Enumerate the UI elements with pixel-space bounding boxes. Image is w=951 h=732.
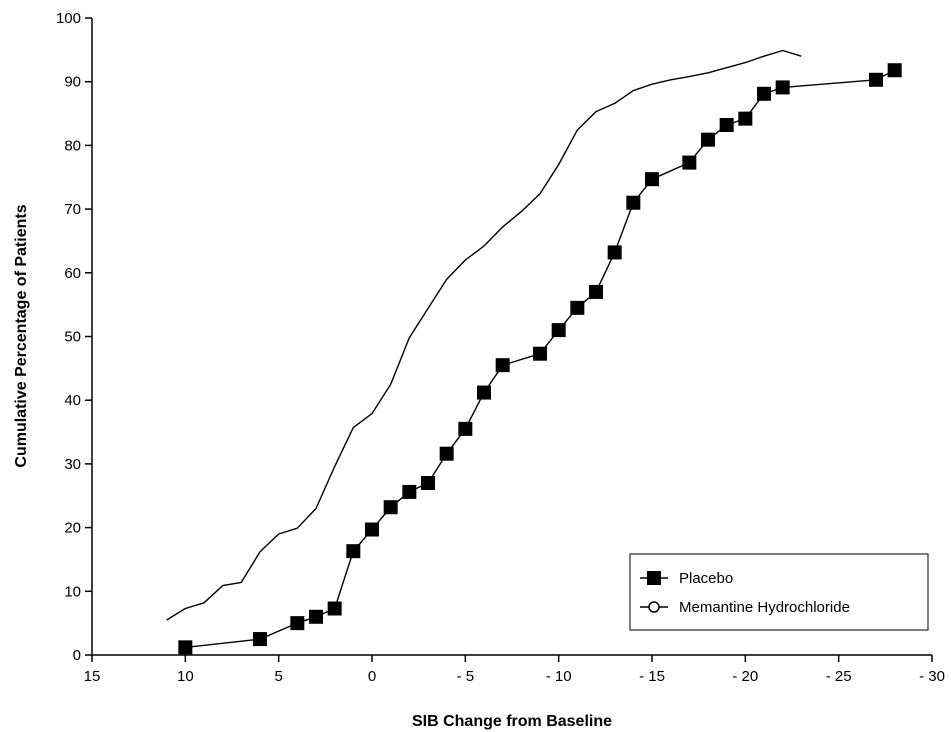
y-tick-label: 10 bbox=[64, 583, 81, 600]
x-tick-label: 15 bbox=[84, 668, 101, 685]
y-tick-label: 40 bbox=[64, 392, 81, 409]
x-axis-title: SIB Change from Baseline bbox=[412, 713, 612, 730]
y-axis-title: Cumulative Percentage of Patients bbox=[13, 204, 30, 467]
x-tick-label: - 5 bbox=[457, 668, 475, 685]
data-point-placebo bbox=[439, 446, 454, 461]
data-point-placebo bbox=[719, 118, 734, 133]
data-point-placebo bbox=[495, 358, 510, 373]
x-tick-label: - 30 bbox=[919, 668, 945, 685]
data-point-placebo bbox=[570, 300, 585, 315]
data-point-placebo bbox=[365, 522, 379, 537]
data-point-placebo bbox=[738, 111, 753, 126]
data-point-placebo bbox=[290, 616, 305, 631]
data-point-placebo bbox=[682, 155, 697, 170]
ticks: 15 10 5 0- 5- 10- 15- 20- 25- 3001020304050… bbox=[56, 10, 945, 685]
x-tick-label: - 25 bbox=[826, 668, 852, 685]
y-tick-label: 30 bbox=[64, 456, 81, 473]
data-point-placebo bbox=[775, 80, 790, 95]
data-point-placebo bbox=[701, 132, 715, 147]
x-tick-label: 5 bbox=[274, 668, 282, 685]
data-point-placebo bbox=[645, 172, 659, 187]
data-point-placebo bbox=[327, 601, 342, 616]
data-point-placebo bbox=[869, 72, 883, 87]
data-point-placebo bbox=[421, 476, 435, 491]
y-tick-label: 0 bbox=[73, 647, 81, 664]
y-tick-label: 90 bbox=[64, 74, 81, 91]
x-tick-label: - 10 bbox=[546, 668, 572, 685]
data-point-placebo bbox=[551, 323, 566, 338]
y-tick-label: 20 bbox=[64, 520, 81, 537]
data-point-placebo bbox=[178, 640, 193, 655]
data-point-placebo bbox=[383, 500, 398, 515]
y-tick-label: 60 bbox=[64, 265, 81, 282]
data-point-placebo bbox=[309, 609, 323, 624]
data-point-placebo bbox=[346, 544, 361, 559]
legend-label-placebo: Placebo bbox=[679, 570, 733, 587]
series-layer bbox=[166, 49, 902, 655]
data-point-placebo bbox=[402, 484, 417, 499]
data-point-placebo bbox=[607, 245, 622, 260]
y-tick-label: 50 bbox=[64, 329, 81, 346]
x-tick-label: 0 bbox=[368, 668, 376, 685]
data-point-placebo bbox=[458, 421, 473, 436]
data-point-placebo bbox=[533, 346, 547, 361]
y-tick-label: 100 bbox=[56, 10, 81, 27]
x-tick-label: 10 bbox=[177, 668, 194, 685]
data-point-placebo bbox=[477, 385, 491, 400]
x-tick-label: - 15 bbox=[639, 668, 665, 685]
data-point-placebo bbox=[589, 284, 603, 299]
y-tick-label: 80 bbox=[64, 137, 81, 154]
data-point-placebo bbox=[887, 63, 902, 78]
legend-marker-placebo bbox=[647, 571, 661, 585]
legend-label-memantine: Memantine Hydrochloride bbox=[679, 599, 850, 616]
y-tick-label: 70 bbox=[64, 201, 81, 218]
legend-box bbox=[629, 553, 929, 631]
data-point-placebo bbox=[626, 195, 641, 210]
series-line-memantine-hydrochloride bbox=[166, 49, 802, 621]
data-point-placebo bbox=[253, 632, 267, 647]
data-point-placebo bbox=[757, 86, 771, 101]
legend-marker-memantine bbox=[648, 601, 660, 613]
legend: Placebo Memantine Hydrochloride bbox=[629, 553, 929, 631]
x-tick-label: - 20 bbox=[732, 668, 758, 685]
